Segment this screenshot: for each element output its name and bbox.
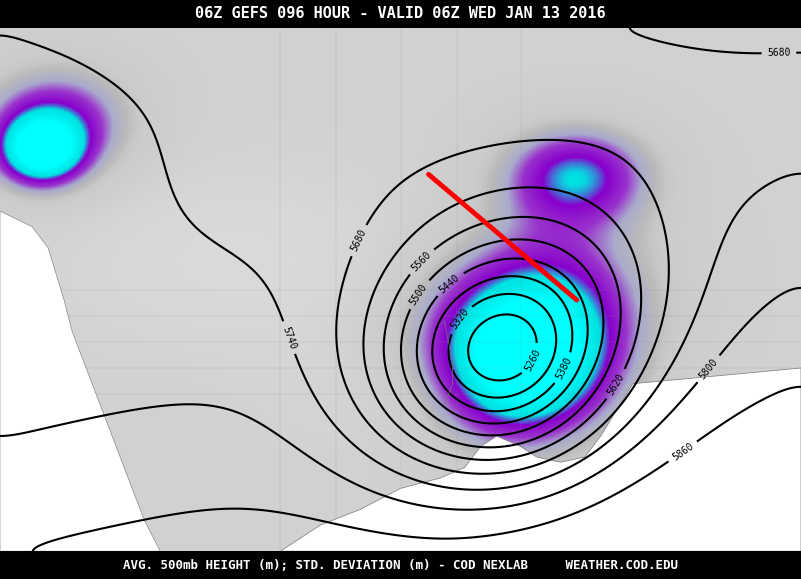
Text: 5440: 5440 (437, 272, 462, 295)
Text: 5260: 5260 (523, 347, 542, 372)
Text: 5680: 5680 (349, 228, 368, 253)
Text: 5560: 5560 (409, 250, 433, 273)
Text: 5500: 5500 (408, 281, 429, 307)
Text: 5860: 5860 (670, 441, 695, 463)
Polygon shape (0, 211, 160, 551)
Text: 5800: 5800 (697, 357, 720, 381)
Text: AVG. 500mb HEIGHT (m); STD. DEVIATION (m) - COD NEXLAB     WEATHER.COD.EDU: AVG. 500mb HEIGHT (m); STD. DEVIATION (m… (123, 559, 678, 571)
Text: 5740: 5740 (280, 325, 298, 350)
Text: 5380: 5380 (554, 356, 574, 382)
Polygon shape (280, 368, 801, 551)
Text: 5620: 5620 (606, 372, 626, 397)
Text: 5680: 5680 (767, 48, 791, 58)
Text: 5320: 5320 (449, 307, 471, 331)
Text: 06Z GEFS 096 HOUR - VALID 06Z WED JAN 13 2016: 06Z GEFS 096 HOUR - VALID 06Z WED JAN 13… (195, 6, 606, 21)
